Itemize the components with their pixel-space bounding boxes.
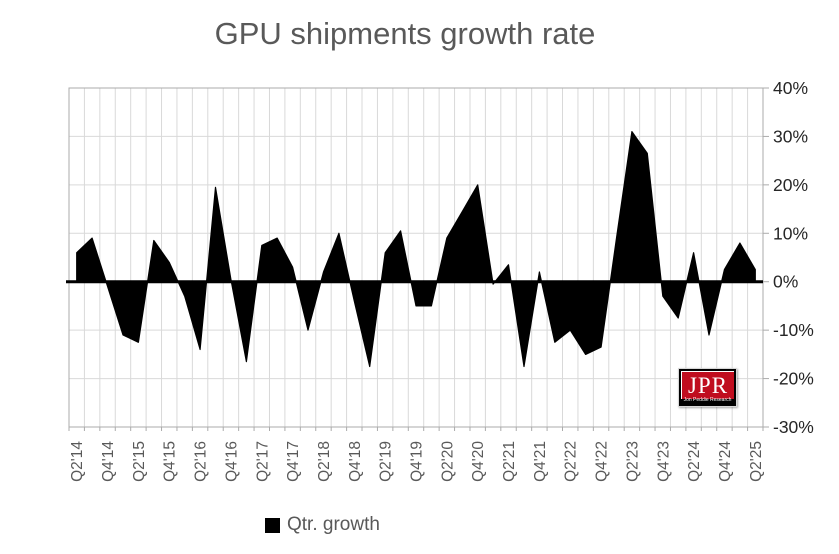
growth-area-series [76, 131, 756, 368]
x-axis-label: Q2'14 [69, 441, 86, 482]
x-axis-label: Q2'24 [686, 441, 703, 482]
y-axis-ticks [763, 87, 769, 428]
jpr-logo-letters: JPR [687, 373, 729, 398]
y-axis-label: -10% [773, 320, 814, 340]
x-axis-label: Q2'25 [748, 441, 765, 482]
jpr-logo-red-panel: JPR [681, 371, 734, 399]
x-axis-label: Q4'21 [532, 441, 549, 482]
x-axis-label: Q4'18 [347, 441, 364, 482]
x-axis-label: Q4'19 [409, 441, 426, 482]
y-axis-label: 40% [773, 78, 808, 98]
legend: Qtr. growth [265, 514, 380, 536]
x-axis-label: Q4'15 [162, 441, 179, 482]
y-axis-label: -20% [773, 369, 814, 389]
y-axis-label: 30% [773, 126, 808, 146]
x-axis-label: Q4'22 [594, 441, 611, 482]
x-axis-label: Q4'16 [223, 441, 240, 482]
x-axis-ticks [68, 427, 764, 431]
chart-title: GPU shipments growth rate [214, 16, 596, 51]
plot-border [68, 87, 764, 428]
legend-marker-swatch [265, 517, 280, 533]
jpr-logo-band: Jon Peddie Research [681, 396, 734, 404]
x-axis-label: Q4'20 [470, 441, 487, 482]
x-axis-label: Q4'17 [285, 441, 302, 482]
x-axis-label: Q2'19 [378, 441, 395, 482]
y-axis-label: 10% [773, 223, 808, 243]
x-axis-label: Q4'14 [100, 441, 117, 482]
x-axis-label: Q2'16 [193, 441, 210, 482]
y-axis-label: -30% [773, 417, 814, 437]
jpr-logo: JPR Jon Peddie Research [678, 368, 737, 407]
x-axis-labels: Q2'14 Q4'14 Q2'15 Q4'15 Q2'16 Q4'16 Q2'17 Q4'17… [69, 441, 765, 482]
x-axis-label: Q4'23 [655, 441, 672, 482]
x-axis-label: Q2'20 [439, 441, 456, 482]
legend-label: Qtr. growth [287, 514, 380, 535]
x-axis-label: Q2'23 [624, 441, 641, 482]
x-axis-label: Q2'17 [254, 441, 271, 482]
x-axis-label: Q4'24 [717, 441, 734, 482]
jpr-logo-subtitle: Jon Peddie Research [683, 396, 732, 403]
y-axis-label: 0% [773, 272, 798, 292]
x-axis-label: Q2'18 [316, 441, 333, 482]
x-axis-label: Q2'15 [131, 441, 148, 482]
y-axis-labels: 40% 30% 20% 10% 0% -10% -20% -30% [773, 78, 814, 437]
x-axis-label: Q2'22 [563, 441, 580, 482]
x-axis-label: Q2'21 [501, 441, 518, 482]
y-axis-label: 20% [773, 175, 808, 195]
